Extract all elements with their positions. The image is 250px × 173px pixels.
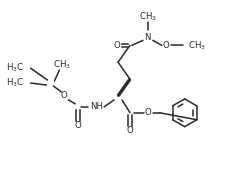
Text: N: N [144, 33, 151, 42]
Text: O: O [144, 108, 151, 117]
Text: $\mathrm{H_3C}$: $\mathrm{H_3C}$ [6, 77, 25, 89]
Text: O: O [162, 41, 169, 50]
Text: $\mathrm{CH_3}$: $\mathrm{CH_3}$ [54, 59, 71, 71]
Text: NH: NH [90, 102, 103, 111]
Text: O: O [126, 126, 133, 135]
Text: O: O [114, 41, 120, 50]
Text: $\mathrm{CH_3}$: $\mathrm{CH_3}$ [139, 10, 157, 23]
Text: $\mathrm{CH_3}$: $\mathrm{CH_3}$ [188, 39, 206, 52]
Text: $\mathrm{H_3C}$: $\mathrm{H_3C}$ [6, 62, 25, 74]
Text: O: O [75, 121, 82, 130]
Text: O: O [61, 91, 68, 100]
